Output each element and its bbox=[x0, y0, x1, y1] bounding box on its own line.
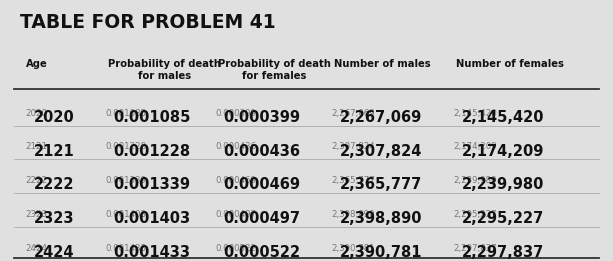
Text: 0.000399: 0.000399 bbox=[224, 110, 300, 125]
Text: 2222: 2222 bbox=[34, 177, 74, 192]
Text: 2,239,980: 2,239,980 bbox=[462, 177, 544, 192]
Text: 2,297,837: 2,297,837 bbox=[454, 244, 497, 253]
Text: Probability of death
for males: Probability of death for males bbox=[108, 59, 221, 81]
Text: 0.001085: 0.001085 bbox=[105, 109, 147, 118]
Text: 2121: 2121 bbox=[26, 143, 48, 151]
Text: 2,297,837: 2,297,837 bbox=[462, 245, 544, 260]
Text: 2424: 2424 bbox=[26, 244, 48, 253]
Text: 2,239,980: 2,239,980 bbox=[454, 176, 497, 185]
Text: 0.000522: 0.000522 bbox=[216, 244, 257, 253]
Text: 0.001339: 0.001339 bbox=[105, 176, 147, 185]
Text: 2,307,824: 2,307,824 bbox=[332, 143, 375, 151]
Text: 0.000522: 0.000522 bbox=[224, 245, 300, 260]
Text: 2020: 2020 bbox=[26, 109, 48, 118]
Text: Number of females: Number of females bbox=[456, 59, 564, 69]
Text: 0.000469: 0.000469 bbox=[216, 176, 257, 185]
Text: 2,398,890: 2,398,890 bbox=[332, 210, 375, 219]
Text: 0.001339: 0.001339 bbox=[113, 177, 191, 192]
Text: 2,390,781: 2,390,781 bbox=[332, 244, 375, 253]
Text: 2,174,209: 2,174,209 bbox=[454, 143, 497, 151]
Text: 0.001433: 0.001433 bbox=[113, 245, 191, 260]
Text: 2323: 2323 bbox=[34, 211, 74, 226]
Text: 2020: 2020 bbox=[34, 110, 75, 125]
Text: 2222: 2222 bbox=[26, 176, 48, 185]
Text: 0.000497: 0.000497 bbox=[224, 211, 300, 226]
Text: 2,390,781: 2,390,781 bbox=[340, 245, 422, 260]
Text: 0.001228: 0.001228 bbox=[113, 144, 191, 159]
Text: 0.001433: 0.001433 bbox=[105, 244, 147, 253]
Text: 0.001085: 0.001085 bbox=[113, 110, 191, 125]
Text: 2,145,420: 2,145,420 bbox=[462, 110, 544, 125]
Text: 2,267,069: 2,267,069 bbox=[340, 110, 422, 125]
Text: 2121: 2121 bbox=[34, 144, 75, 159]
Text: 2,365,777: 2,365,777 bbox=[332, 176, 375, 185]
Text: 0.001228: 0.001228 bbox=[105, 143, 147, 151]
Text: 0.000399: 0.000399 bbox=[216, 109, 256, 118]
Text: 2323: 2323 bbox=[26, 210, 48, 219]
Text: Probability of death
for females: Probability of death for females bbox=[218, 59, 331, 81]
Text: 2424: 2424 bbox=[34, 245, 74, 260]
Text: TABLE FOR PROBLEM 41: TABLE FOR PROBLEM 41 bbox=[20, 14, 275, 32]
Text: 2,267,069: 2,267,069 bbox=[332, 109, 375, 118]
Text: 2,174,209: 2,174,209 bbox=[462, 144, 544, 159]
Text: 2,307,824: 2,307,824 bbox=[340, 144, 422, 159]
Text: 2,295,227: 2,295,227 bbox=[462, 211, 544, 226]
Text: 2,398,890: 2,398,890 bbox=[340, 211, 422, 226]
Text: 0.001403: 0.001403 bbox=[113, 211, 191, 226]
Text: 2,295,227: 2,295,227 bbox=[454, 210, 497, 219]
Text: 0.000469: 0.000469 bbox=[224, 177, 300, 192]
Text: Age: Age bbox=[26, 59, 48, 69]
Text: 2,145,420: 2,145,420 bbox=[454, 109, 497, 118]
Text: 0.000436: 0.000436 bbox=[224, 144, 300, 159]
Text: 0.000497: 0.000497 bbox=[216, 210, 257, 219]
Text: Number of males: Number of males bbox=[334, 59, 430, 69]
Text: 0.000436: 0.000436 bbox=[216, 143, 257, 151]
Text: 2,365,777: 2,365,777 bbox=[340, 177, 422, 192]
Text: 0.001403: 0.001403 bbox=[105, 210, 147, 219]
